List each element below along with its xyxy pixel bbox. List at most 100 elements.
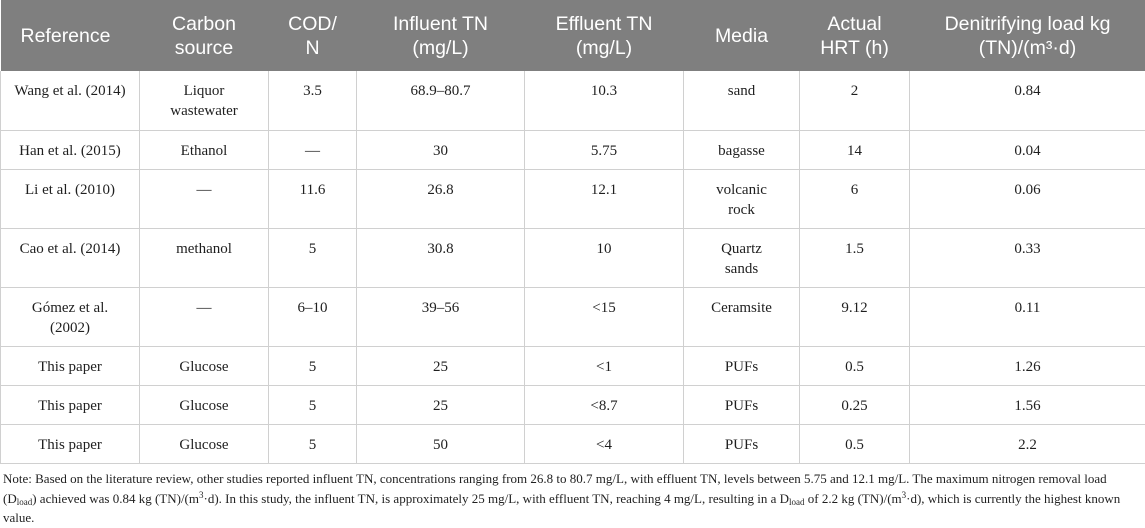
header-row: Reference Carbon source COD/N Influent TN (mg… bbox=[0, 0, 1145, 71]
cell-denitrifying-load: 2.2 bbox=[909, 424, 1145, 464]
cell-cod-n-line: — bbox=[305, 142, 320, 159]
cell-actual-hrt: 0.5 bbox=[799, 346, 910, 386]
cell-cod-n: 5 bbox=[268, 385, 357, 425]
cell-influent-tn: 50 bbox=[356, 424, 525, 464]
note-text-4: of 2.2 kg (TN)/(m bbox=[804, 490, 902, 506]
table-row: This paper Glucose 5 25 <1 PUFs 0.5 1.26 bbox=[0, 346, 1145, 386]
table-row: Gómez et al. (2002) — 6–10 39–56 <15 Ceramsite… bbox=[0, 287, 1145, 347]
cell-influent-tn: 25 bbox=[356, 385, 525, 425]
cell-effluent-tn-line: <15 bbox=[592, 299, 616, 316]
cell-cod-n-line: 5 bbox=[308, 397, 317, 414]
cell-influent-tn-line: 26.8 bbox=[427, 181, 454, 198]
cell-carbon-source: — bbox=[139, 287, 269, 347]
cell-media-line: sand bbox=[727, 83, 756, 99]
cell-media-line: volcanic bbox=[716, 181, 767, 198]
cell-influent-tn: 39–56 bbox=[356, 287, 525, 347]
cell-actual-hrt-line: 9.12 bbox=[841, 299, 868, 316]
cell-cod-n-line: 6–10 bbox=[297, 299, 328, 316]
cell-reference: This paper bbox=[0, 346, 140, 386]
cell-reference: This paper bbox=[0, 385, 140, 425]
cell-actual-hrt: 0.5 bbox=[799, 424, 910, 464]
table-row: This paper Glucose 5 50 <4 PUFs 0.5 2.2 bbox=[0, 424, 1145, 464]
column-header-effluent-tn-line: (mg/L) bbox=[575, 36, 633, 59]
cell-effluent-tn-line: <8.7 bbox=[590, 397, 618, 414]
table-row: Li et al. (2010) — 11.6 26.8 12.1 volcanic roc… bbox=[0, 169, 1145, 229]
cell-carbon-source: — bbox=[139, 169, 269, 229]
cell-carbon-source-line: Liquor bbox=[183, 83, 225, 99]
cell-media: sand bbox=[683, 71, 800, 131]
note-superscript-2: 3 bbox=[901, 489, 907, 500]
note-text-2: ) achieved was 0.84 kg (TN)/(m bbox=[32, 490, 199, 506]
cell-media: Ceramsite bbox=[683, 287, 800, 347]
cell-media-line: sands bbox=[724, 260, 759, 277]
cell-carbon-source-line: Glucose bbox=[179, 397, 229, 414]
cell-denitrifying-load: 1.56 bbox=[909, 385, 1145, 425]
cell-effluent-tn: 10.3 bbox=[524, 71, 684, 131]
column-header-media-line: Media bbox=[714, 24, 769, 47]
cell-influent-tn-line: 30 bbox=[433, 142, 448, 159]
cell-media-line: bagasse bbox=[718, 142, 765, 159]
column-header-actual-hrt-line: HRT (h) bbox=[820, 36, 889, 59]
cell-reference-line: This paper bbox=[38, 358, 102, 375]
cell-effluent-tn: <1 bbox=[524, 346, 684, 386]
cell-effluent-tn-line: 10 bbox=[596, 240, 612, 257]
column-header-influent-tn-line: Influent TN bbox=[392, 12, 489, 35]
column-header-actual-hrt-line: Actual bbox=[827, 12, 882, 35]
cell-denitrifying-load: 1.26 bbox=[909, 346, 1145, 386]
cell-actual-hrt-line: 0.25 bbox=[841, 397, 868, 414]
cell-influent-tn: 68.9–80.7 bbox=[356, 71, 525, 131]
cell-reference-line: Gómez et al. bbox=[31, 299, 109, 316]
note-text-5: ·d), which is currently the highest know… bbox=[3, 490, 1121, 526]
cell-influent-tn-line: 68.9–80.7 bbox=[410, 83, 471, 99]
column-header-cod-n: COD/N bbox=[268, 0, 357, 71]
column-header-effluent-tn: Effluent TN (mg/L) bbox=[524, 0, 684, 71]
cell-influent-tn-line: 25 bbox=[433, 358, 448, 375]
cell-denitrifying-load: 0.11 bbox=[909, 287, 1145, 347]
cell-carbon-source: Glucose bbox=[139, 424, 269, 464]
cell-carbon-source: Ethanol bbox=[139, 130, 269, 170]
cell-denitrifying-load-line: 2.2 bbox=[1018, 436, 1037, 453]
cell-carbon-source-line: methanol bbox=[176, 240, 232, 257]
column-header-effluent-tn-line: Effluent TN bbox=[555, 12, 653, 35]
cell-influent-tn-line: 30.8 bbox=[427, 240, 454, 257]
cell-media: PUFs bbox=[683, 424, 800, 464]
cell-effluent-tn: 12.1 bbox=[524, 169, 684, 229]
cell-influent-tn: 25 bbox=[356, 346, 525, 386]
cell-denitrifying-load: 0.33 bbox=[909, 228, 1145, 288]
cell-actual-hrt-line: 14 bbox=[847, 142, 862, 159]
cell-influent-tn-line: 39–56 bbox=[421, 299, 460, 316]
column-header-reference-line: Reference bbox=[20, 24, 111, 47]
table-row: This paper Glucose 5 25 <8.7 PUFs 0.25 1.56 bbox=[0, 385, 1145, 425]
column-header-carbon-source-line: source bbox=[174, 36, 234, 59]
cell-carbon-source-line: Ethanol bbox=[180, 142, 228, 159]
cell-denitrifying-load-line: 1.26 bbox=[1014, 358, 1041, 375]
cell-media-line: Quartz bbox=[721, 240, 762, 257]
cell-actual-hrt: 1.5 bbox=[799, 228, 910, 288]
cell-reference-line: Han et al. (2015) bbox=[19, 142, 121, 159]
cell-actual-hrt-line: 6 bbox=[850, 181, 859, 198]
cell-carbon-source-line: Glucose bbox=[179, 436, 229, 453]
cell-denitrifying-load-line: 1.56 bbox=[1014, 397, 1041, 414]
cell-carbon-source-line: — bbox=[196, 299, 212, 316]
cell-cod-n-line: 11.6 bbox=[299, 181, 326, 198]
cell-media-line: PUFs bbox=[724, 358, 759, 375]
cell-effluent-tn-line: <1 bbox=[596, 358, 612, 375]
cell-reference-line: (2002) bbox=[50, 319, 90, 336]
cell-cod-n: 6–10 bbox=[268, 287, 357, 347]
note-subscript-2: load bbox=[789, 496, 805, 507]
cell-reference: Han et al. (2015) bbox=[0, 130, 140, 170]
cell-media-line: PUFs bbox=[724, 436, 759, 453]
cell-actual-hrt: 2 bbox=[799, 71, 910, 131]
cell-effluent-tn: <4 bbox=[524, 424, 684, 464]
cell-reference: Gómez et al. (2002) bbox=[0, 287, 140, 347]
cell-denitrifying-load: 0.04 bbox=[909, 130, 1145, 170]
cell-media: PUFs bbox=[683, 385, 800, 425]
cell-effluent-tn: 10 bbox=[524, 228, 684, 288]
cell-reference: Cao et al. (2014) bbox=[0, 228, 140, 288]
cell-denitrifying-load: 0.06 bbox=[909, 169, 1145, 229]
cell-cod-n: 5 bbox=[268, 346, 357, 386]
cell-cod-n-line: 5 bbox=[308, 358, 317, 375]
cell-actual-hrt-line: 1.5 bbox=[845, 240, 864, 257]
cell-media: volcanic rock bbox=[683, 169, 800, 229]
column-header-actual-hrt: Actual HRT (h) bbox=[799, 0, 910, 71]
